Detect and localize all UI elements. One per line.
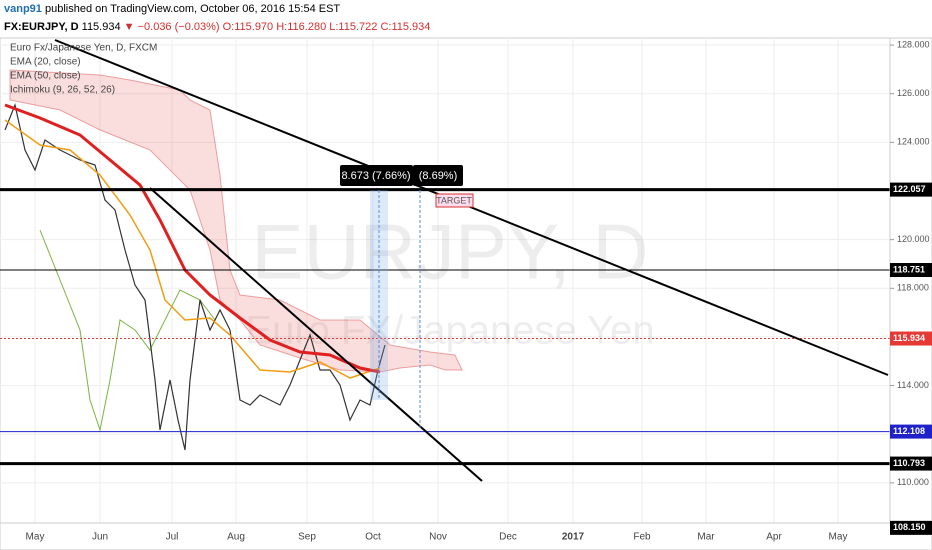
time-axis: [0, 522, 932, 550]
y-tick-label: 118.000: [897, 283, 929, 293]
x-tick-label: May: [829, 532, 848, 543]
price-label: 112.108: [893, 426, 925, 436]
x-tick-label: Apr: [766, 532, 782, 543]
publish-line: vanp91 published on TradingView.com, Oct…: [4, 3, 340, 15]
trendline: [149, 187, 483, 482]
x-tick-label: Oct: [365, 532, 381, 543]
open: O:115.970: [222, 21, 274, 33]
ichimoku-cloud: [9, 69, 463, 373]
x-tick-label: Aug: [227, 532, 245, 543]
chikou-line: [39, 229, 216, 432]
measure-box: [340, 165, 413, 186]
watermark-symbol: EURJPY, D: [251, 208, 648, 296]
x-tick-label: Jul: [166, 532, 179, 543]
price-label-box: [890, 331, 932, 346]
price-axis: [889, 37, 932, 524]
quote-line: FX:EURJPY, D 115.934 ▼ −0.036 (−0.03%) O…: [4, 21, 430, 33]
close: C:115.934: [380, 21, 431, 33]
plot-area: [0, 37, 891, 524]
ema-20: [4, 119, 381, 379]
ema-50: [4, 103, 381, 374]
last: 115.934: [81, 21, 121, 33]
low: L:115.722: [329, 21, 378, 33]
y-tick-label: 124.000: [897, 137, 930, 147]
target-label: TARGET: [436, 195, 472, 205]
header: vanp91 published on TradingView.com, Oct…: [0, 0, 932, 38]
y-tick-label: 128.000: [897, 39, 930, 49]
price-label-box: [890, 456, 932, 471]
price-label: 115.934: [893, 333, 925, 343]
price-label-box: [890, 182, 932, 197]
published: published on TradingView.com, October 06…: [44, 3, 341, 15]
measure-label: (8.69%): [419, 170, 458, 182]
high: H:116.280: [276, 21, 327, 33]
x-tick-label: Feb: [633, 532, 651, 543]
measure-label: 8.673 (7.66%): [341, 170, 410, 182]
x-tick-label: 2017: [562, 532, 585, 543]
legend-entry: Euro Fx/Japanese Yen, D, FXCM: [10, 43, 157, 54]
price-label-box: [890, 424, 932, 439]
y-tick-label: 126.000: [897, 88, 930, 98]
watermark-name: Euro FX/Japanese Yen: [245, 309, 654, 353]
x-tick-label: Jun: [92, 532, 108, 543]
user: vanp91: [4, 3, 42, 15]
legend-entry: EMA (20, close): [10, 57, 81, 68]
x-tick-label: Sep: [298, 532, 316, 543]
price-label-box: [890, 520, 932, 535]
symbol: FX:EURJPY, D: [4, 21, 79, 33]
x-tick-label: Dec: [499, 532, 517, 543]
target-box: [435, 193, 474, 208]
x-tick-label: Nov: [429, 532, 447, 543]
price-label: 108.150: [893, 522, 926, 532]
change: ▼ −0.036 (−0.03%): [123, 21, 220, 33]
measure-box: [413, 165, 463, 186]
y-tick-label: 114.000: [897, 380, 929, 390]
x-tick-label: Mar: [697, 532, 715, 543]
price-label-box: [890, 263, 932, 278]
y-tick-label: 120.000: [897, 234, 930, 244]
y-tick-label: 110.000: [897, 477, 929, 487]
legend-entry: EMA (50, close): [10, 71, 81, 82]
x-tick-label: May: [26, 532, 45, 543]
price-label: 110.793: [893, 458, 925, 468]
price-label: 118.751: [893, 264, 925, 274]
price-label: 122.057: [893, 184, 926, 194]
legend-entry: Ichimoku (9, 26, 52, 26): [10, 85, 115, 96]
